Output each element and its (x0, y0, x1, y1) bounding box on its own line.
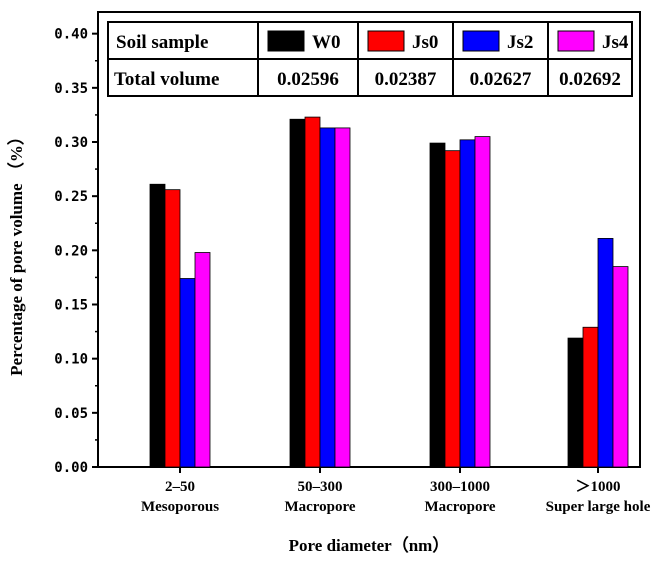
x-category-label: ＞1000 (575, 479, 620, 495)
x-category-label: 300–1000 (430, 479, 490, 495)
bar-js0-1 (304, 116, 321, 468)
y-tick-label: 0.10 (54, 352, 88, 368)
x-category-label: 2–50 (165, 479, 195, 495)
legend-swatch-js2 (462, 30, 500, 52)
bar-w0-3 (567, 337, 584, 468)
y-axis-title: Percentage of pore volume （%） (6, 128, 26, 376)
y-tick-label: 0.40 (54, 27, 88, 43)
legend-total-volume: 0.02596 (277, 69, 339, 90)
bar-w0-2 (429, 142, 446, 468)
bar-js2-2 (459, 139, 476, 468)
bar-js4-2 (474, 136, 491, 468)
x-category-sublabel: Super large hole (546, 499, 651, 515)
bar-js0-0 (164, 189, 181, 468)
y-tick-label: 0.05 (54, 406, 88, 422)
y-tick-label: 0.00 (54, 460, 88, 476)
legend-series-name: Js2 (507, 32, 533, 53)
bar-js0-3 (582, 326, 599, 468)
bar-w0-1 (289, 118, 306, 468)
bars-group (149, 116, 629, 468)
bar-js4-0 (194, 252, 211, 468)
y-tick-label: 0.30 (54, 135, 88, 151)
legend-row2-label: Total volume (114, 69, 219, 90)
bar-js4-3 (612, 266, 629, 468)
bar-w0-0 (149, 183, 166, 468)
y-tick-label: 0.20 (54, 243, 88, 259)
x-category-sublabel: Macropore (284, 499, 355, 515)
x-category-sublabel: Mesoporous (141, 499, 219, 515)
x-axis-title: Pore diameter（nm） (289, 535, 450, 555)
legend-total-volume: 0.02692 (559, 69, 621, 90)
bar-js0-2 (444, 150, 461, 468)
y-tick-label: 0.25 (54, 189, 88, 205)
y-tick-label: 0.35 (54, 81, 88, 97)
legend-swatch-js4 (557, 30, 595, 52)
legend-row1-label: Soil sample (116, 32, 208, 53)
x-axis-ticks: 2–50 Mesoporous 50–300 Macropore 300–1000 Mac… (141, 467, 651, 515)
legend-total-volume: 0.02387 (375, 69, 437, 90)
legend-table: Soil sample Total volume W0 0.02596 Js0 0.023… (107, 21, 633, 97)
x-category-label: 50–300 (298, 479, 343, 495)
bar-js2-0 (179, 278, 196, 468)
bar-js2-3 (597, 238, 614, 468)
legend-series-name: W0 (312, 32, 341, 53)
plot-border (97, 11, 641, 468)
x-category-sublabel: Macropore (424, 499, 495, 515)
bar-js4-1 (334, 127, 351, 468)
y-tick-label: 0.15 (54, 298, 88, 314)
legend-swatch-js0 (367, 30, 405, 52)
y-axis-ticks: 0.00 0.05 0.10 0.15 0.20 0.25 0.30 0.35 0.40 (54, 27, 98, 476)
plot-frame (97, 11, 641, 468)
legend-total-volume: 0.02627 (470, 69, 532, 90)
legend-series-name: Js4 (602, 32, 629, 53)
bar-js2-1 (319, 127, 336, 468)
legend-series-name: Js0 (412, 32, 438, 53)
legend-swatch-w0 (267, 30, 305, 52)
